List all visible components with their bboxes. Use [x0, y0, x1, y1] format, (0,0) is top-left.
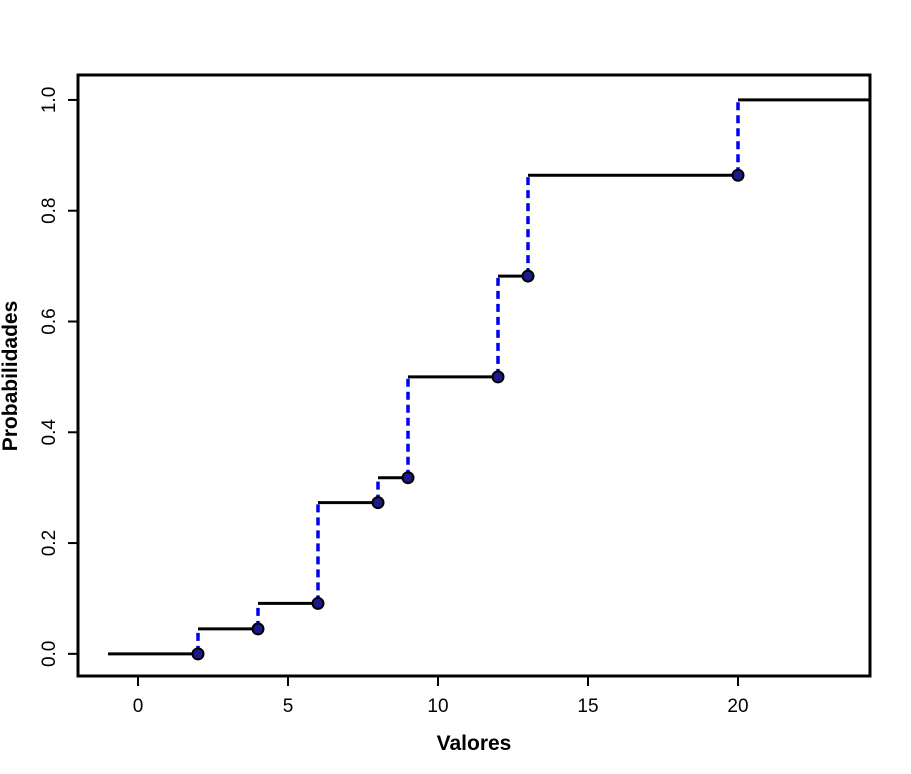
data-point	[251, 622, 265, 636]
x-tick-label: 0	[133, 696, 144, 717]
x-tick-label: 15	[577, 696, 598, 717]
x-axis-title: Valores	[437, 732, 512, 755]
y-tick-label: 0.6	[39, 308, 60, 334]
data-point	[731, 168, 745, 182]
y-tick-label: 0.8	[39, 197, 60, 223]
y-axis: 0.0 0.2 0.4 0.6 0.8 1.0	[39, 87, 78, 667]
data-point	[191, 647, 205, 661]
plot-marks	[108, 98, 870, 661]
data-point	[311, 596, 325, 610]
data-point	[401, 471, 415, 485]
data-point	[491, 370, 505, 384]
data-point	[521, 269, 535, 283]
y-tick-label: 0.4	[39, 419, 60, 446]
x-tick-label: 5	[283, 696, 294, 717]
y-tick-label: 1.0	[39, 87, 60, 113]
x-tick-label: 10	[427, 696, 448, 717]
x-tick-label: 20	[727, 696, 748, 717]
y-tick-label: 0.0	[39, 641, 60, 667]
x-axis: 0 5 10 15 20	[133, 675, 749, 717]
y-tick-label: 0.2	[39, 530, 60, 556]
data-point	[371, 496, 385, 510]
y-axis-title: Probabilidades	[0, 301, 22, 452]
